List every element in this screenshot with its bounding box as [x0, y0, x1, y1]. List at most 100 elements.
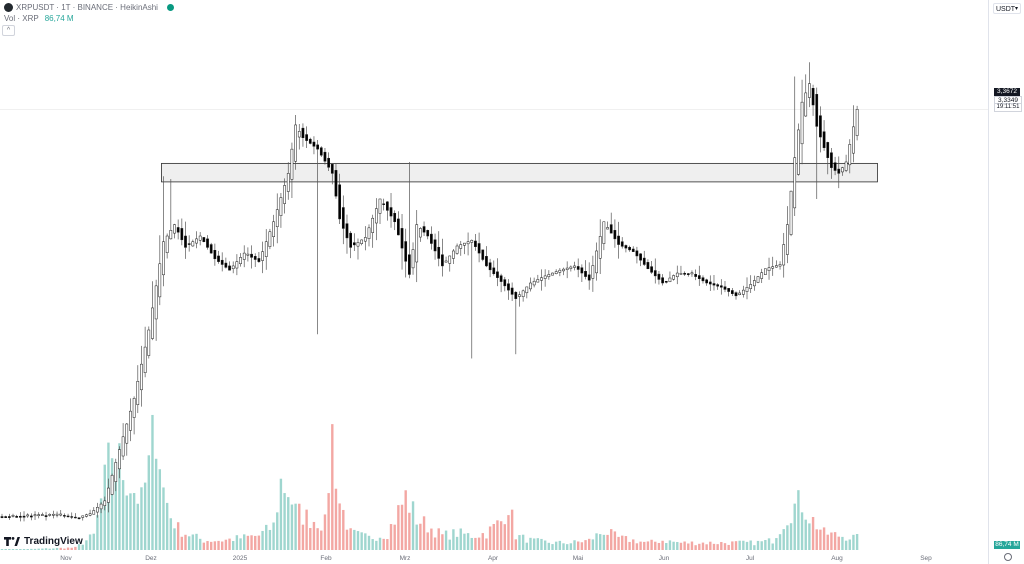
candle-body: [580, 267, 584, 274]
candle-body: [749, 284, 753, 289]
candle-body: [356, 242, 360, 247]
volume-bar: [265, 524, 268, 550]
volume-bar: [602, 534, 606, 550]
volume-bar: [852, 534, 855, 550]
candle-body: [228, 265, 231, 271]
volume-bar: [477, 537, 481, 550]
candle-body: [48, 514, 52, 516]
volume-bar: [635, 543, 639, 550]
candle-body: [261, 251, 264, 261]
candle-body: [66, 515, 70, 518]
price-axis-panel[interactable]: [988, 0, 1024, 564]
volume-bar: [96, 515, 99, 550]
volume-bar: [749, 540, 752, 550]
x-tick-label: Mai: [573, 555, 583, 562]
volume-bar: [536, 538, 540, 550]
candle-body: [374, 208, 378, 224]
candle-body: [44, 515, 48, 517]
volume-bar: [569, 543, 573, 550]
volume-bar: [833, 532, 837, 550]
candle-body: [121, 436, 125, 457]
candle-body: [246, 253, 250, 256]
tradingview-logo[interactable]: TradingView: [4, 536, 83, 547]
volume-bar: [683, 541, 686, 550]
currency-select[interactable]: USDT ▾: [993, 3, 1021, 14]
volume-bar: [250, 535, 253, 550]
candle-body: [734, 292, 738, 297]
volume-bar: [74, 546, 77, 550]
candle-body: [767, 267, 771, 271]
volume-bar: [521, 534, 525, 550]
symbol-line[interactable]: XRPUSDT · 1T · BINANCE · HeikinAshi: [16, 3, 158, 12]
candle-body: [19, 515, 22, 518]
volume-bar: [837, 536, 840, 550]
volume-bar: [525, 542, 529, 550]
volume-bar: [77, 544, 81, 550]
resistance-zone[interactable]: [161, 162, 878, 183]
volume-bar: [815, 529, 818, 550]
volume-bar: [694, 545, 697, 550]
candle-body: [635, 250, 639, 257]
candle-body: [804, 92, 808, 117]
candle-body: [41, 514, 44, 516]
volume-bar: [11, 549, 15, 550]
volume-bar: [298, 503, 301, 550]
volume-bar: [591, 539, 595, 550]
candle-body: [653, 270, 657, 277]
candle-body: [323, 151, 327, 162]
volume-bar: [243, 534, 246, 550]
volume-bar: [470, 537, 473, 550]
candle-body: [224, 262, 228, 268]
volume-bar: [88, 534, 92, 550]
volume-bar: [558, 540, 562, 550]
candle-body: [22, 515, 26, 518]
volume-bar: [44, 548, 48, 550]
candle-body: [771, 266, 775, 269]
candle-body: [745, 287, 749, 292]
volume-bar: [408, 512, 411, 550]
candle-body: [466, 241, 470, 245]
volume-bar: [213, 541, 217, 550]
candle-body: [136, 381, 140, 406]
volume-bar: [26, 549, 29, 550]
candle-body: [573, 265, 576, 268]
volume-bar: [235, 535, 239, 550]
candle-body: [628, 246, 631, 251]
volume-bar: [709, 541, 712, 550]
candle-body: [841, 167, 844, 173]
candle-body: [290, 148, 294, 180]
collapse-legend-button[interactable]: ^: [2, 25, 15, 36]
volume-bar: [99, 498, 103, 550]
candle-body: [0, 516, 4, 518]
candle-body: [180, 228, 184, 241]
volume-bar: [650, 539, 653, 550]
volume-bar: [121, 480, 125, 550]
volume-bar: [503, 524, 506, 550]
candle-body: [679, 273, 683, 275]
candle-body: [811, 88, 815, 106]
candle-body: [415, 224, 419, 263]
candle-body: [756, 276, 760, 283]
candle-body: [800, 101, 804, 145]
gear-icon[interactable]: [1004, 553, 1012, 561]
candle-body: [433, 239, 437, 252]
x-tick-label: Aug: [831, 555, 843, 562]
volume-bar: [657, 542, 661, 550]
candle-body: [371, 217, 375, 233]
candle-body: [455, 245, 459, 254]
volume-bar: [360, 532, 363, 550]
candle-body: [341, 207, 345, 229]
candle-body: [239, 257, 242, 265]
candle-body: [55, 513, 59, 516]
candle-body: [286, 173, 290, 192]
volume-bar: [698, 543, 701, 550]
volume-bar: [316, 528, 319, 550]
volume-bar: [514, 539, 517, 550]
candle-body: [308, 138, 312, 144]
volume-bar: [797, 490, 800, 550]
volume-bar: [331, 424, 334, 550]
volume-bar: [382, 538, 385, 550]
volume-bar: [125, 495, 128, 550]
x-tick-label: Jul: [746, 555, 755, 562]
